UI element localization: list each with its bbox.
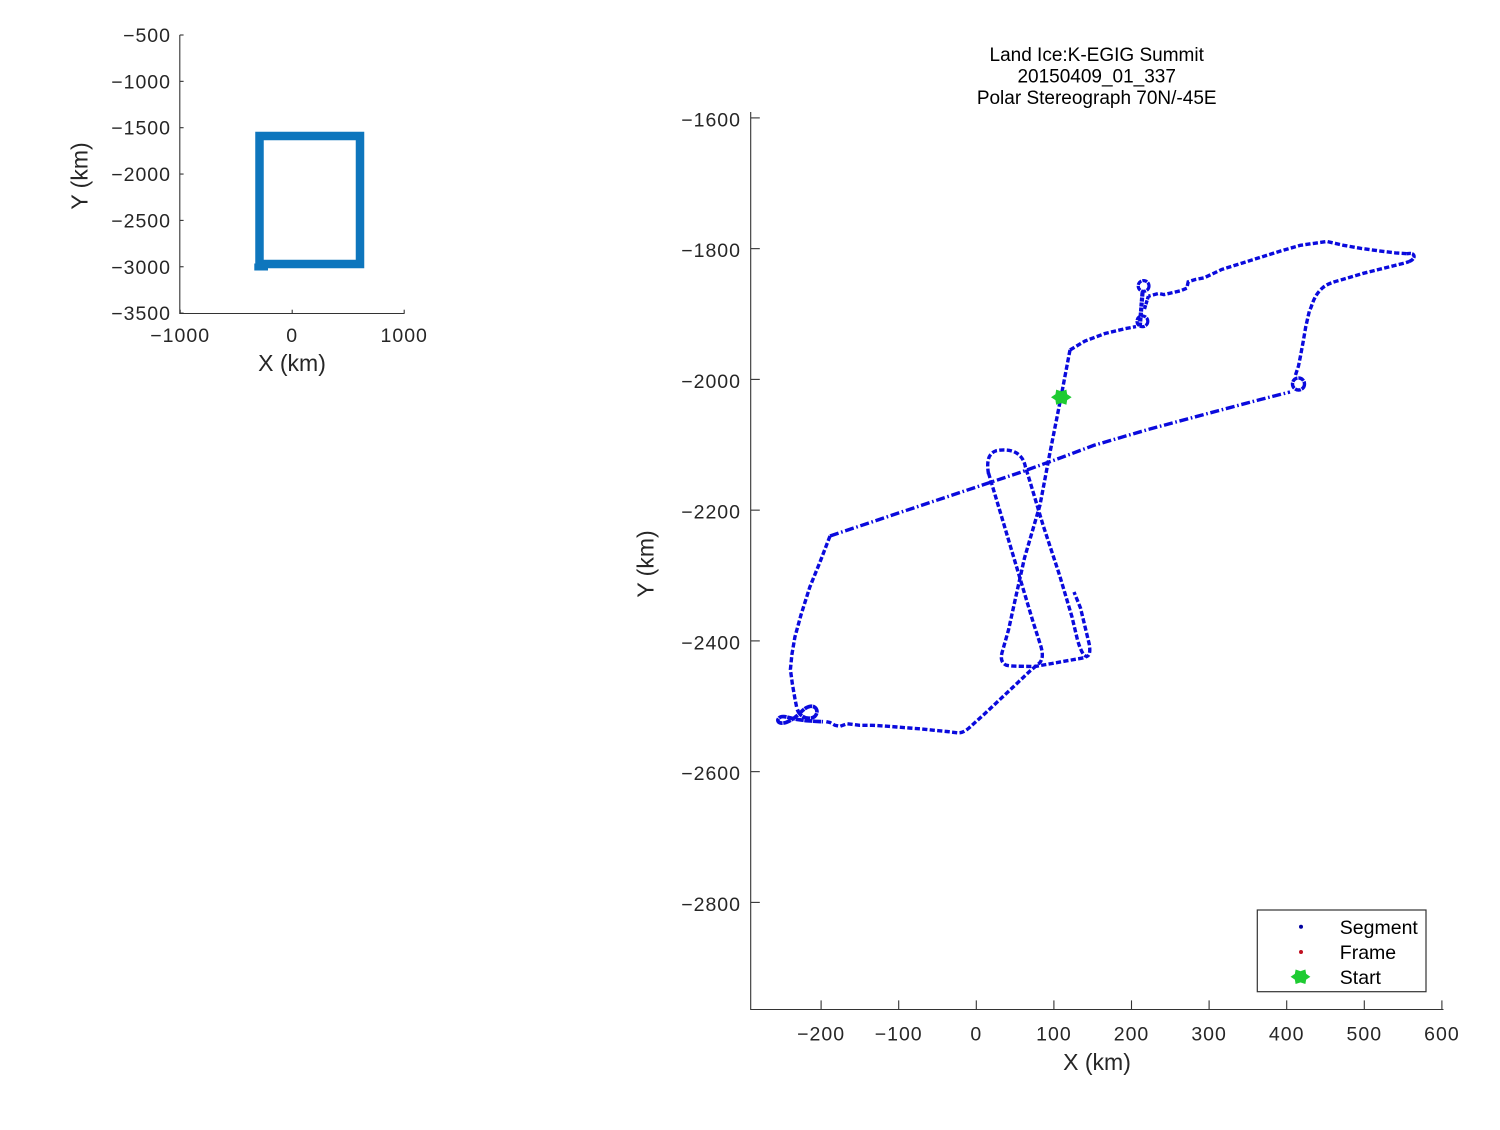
svg-text:X (km): X (km) (1063, 1049, 1131, 1075)
svg-text:300: 300 (1191, 1024, 1227, 1046)
svg-text:Land Ice:K-EGIG Summit: Land Ice:K-EGIG Summit (990, 45, 1205, 66)
svg-text:−1800: −1800 (681, 240, 741, 262)
svg-text:Y (km): Y (km) (67, 142, 93, 209)
svg-text:500: 500 (1347, 1024, 1383, 1046)
svg-text:200: 200 (1114, 1024, 1150, 1046)
svg-text:0: 0 (286, 325, 298, 347)
svg-text:Polar Stereograph 70N/-45E: Polar Stereograph 70N/-45E (977, 88, 1217, 109)
svg-text:600: 600 (1424, 1024, 1460, 1046)
svg-text:−100: −100 (875, 1024, 923, 1046)
svg-text:100: 100 (1036, 1024, 1072, 1046)
svg-text:−2000: −2000 (111, 164, 171, 186)
svg-text:−2500: −2500 (111, 210, 171, 232)
svg-text:Start: Start (1340, 967, 1382, 989)
svg-text:Y (km): Y (km) (633, 530, 659, 597)
svg-text:−2200: −2200 (681, 502, 741, 524)
svg-text:−500: −500 (123, 25, 171, 47)
svg-text:−3000: −3000 (111, 257, 171, 279)
svg-text:1000: 1000 (381, 325, 428, 347)
svg-text:−1000: −1000 (150, 325, 210, 347)
svg-text:−200: −200 (797, 1024, 845, 1046)
svg-text:Segment: Segment (1340, 917, 1419, 939)
svg-text:−2000: −2000 (681, 371, 741, 393)
svg-text:−2600: −2600 (681, 763, 741, 785)
svg-text:−1500: −1500 (111, 118, 171, 140)
svg-text:0: 0 (970, 1024, 982, 1046)
svg-text:−2400: −2400 (681, 632, 741, 654)
svg-text:Frame: Frame (1340, 942, 1396, 964)
svg-text:−2800: −2800 (681, 894, 741, 916)
svg-text:20150409_01_337: 20150409_01_337 (1017, 67, 1176, 88)
svg-text:400: 400 (1269, 1024, 1305, 1046)
svg-text:−1000: −1000 (111, 71, 171, 93)
svg-text:−1600: −1600 (681, 109, 741, 131)
svg-text:−3500: −3500 (111, 303, 171, 325)
svg-text:X (km): X (km) (258, 350, 326, 376)
